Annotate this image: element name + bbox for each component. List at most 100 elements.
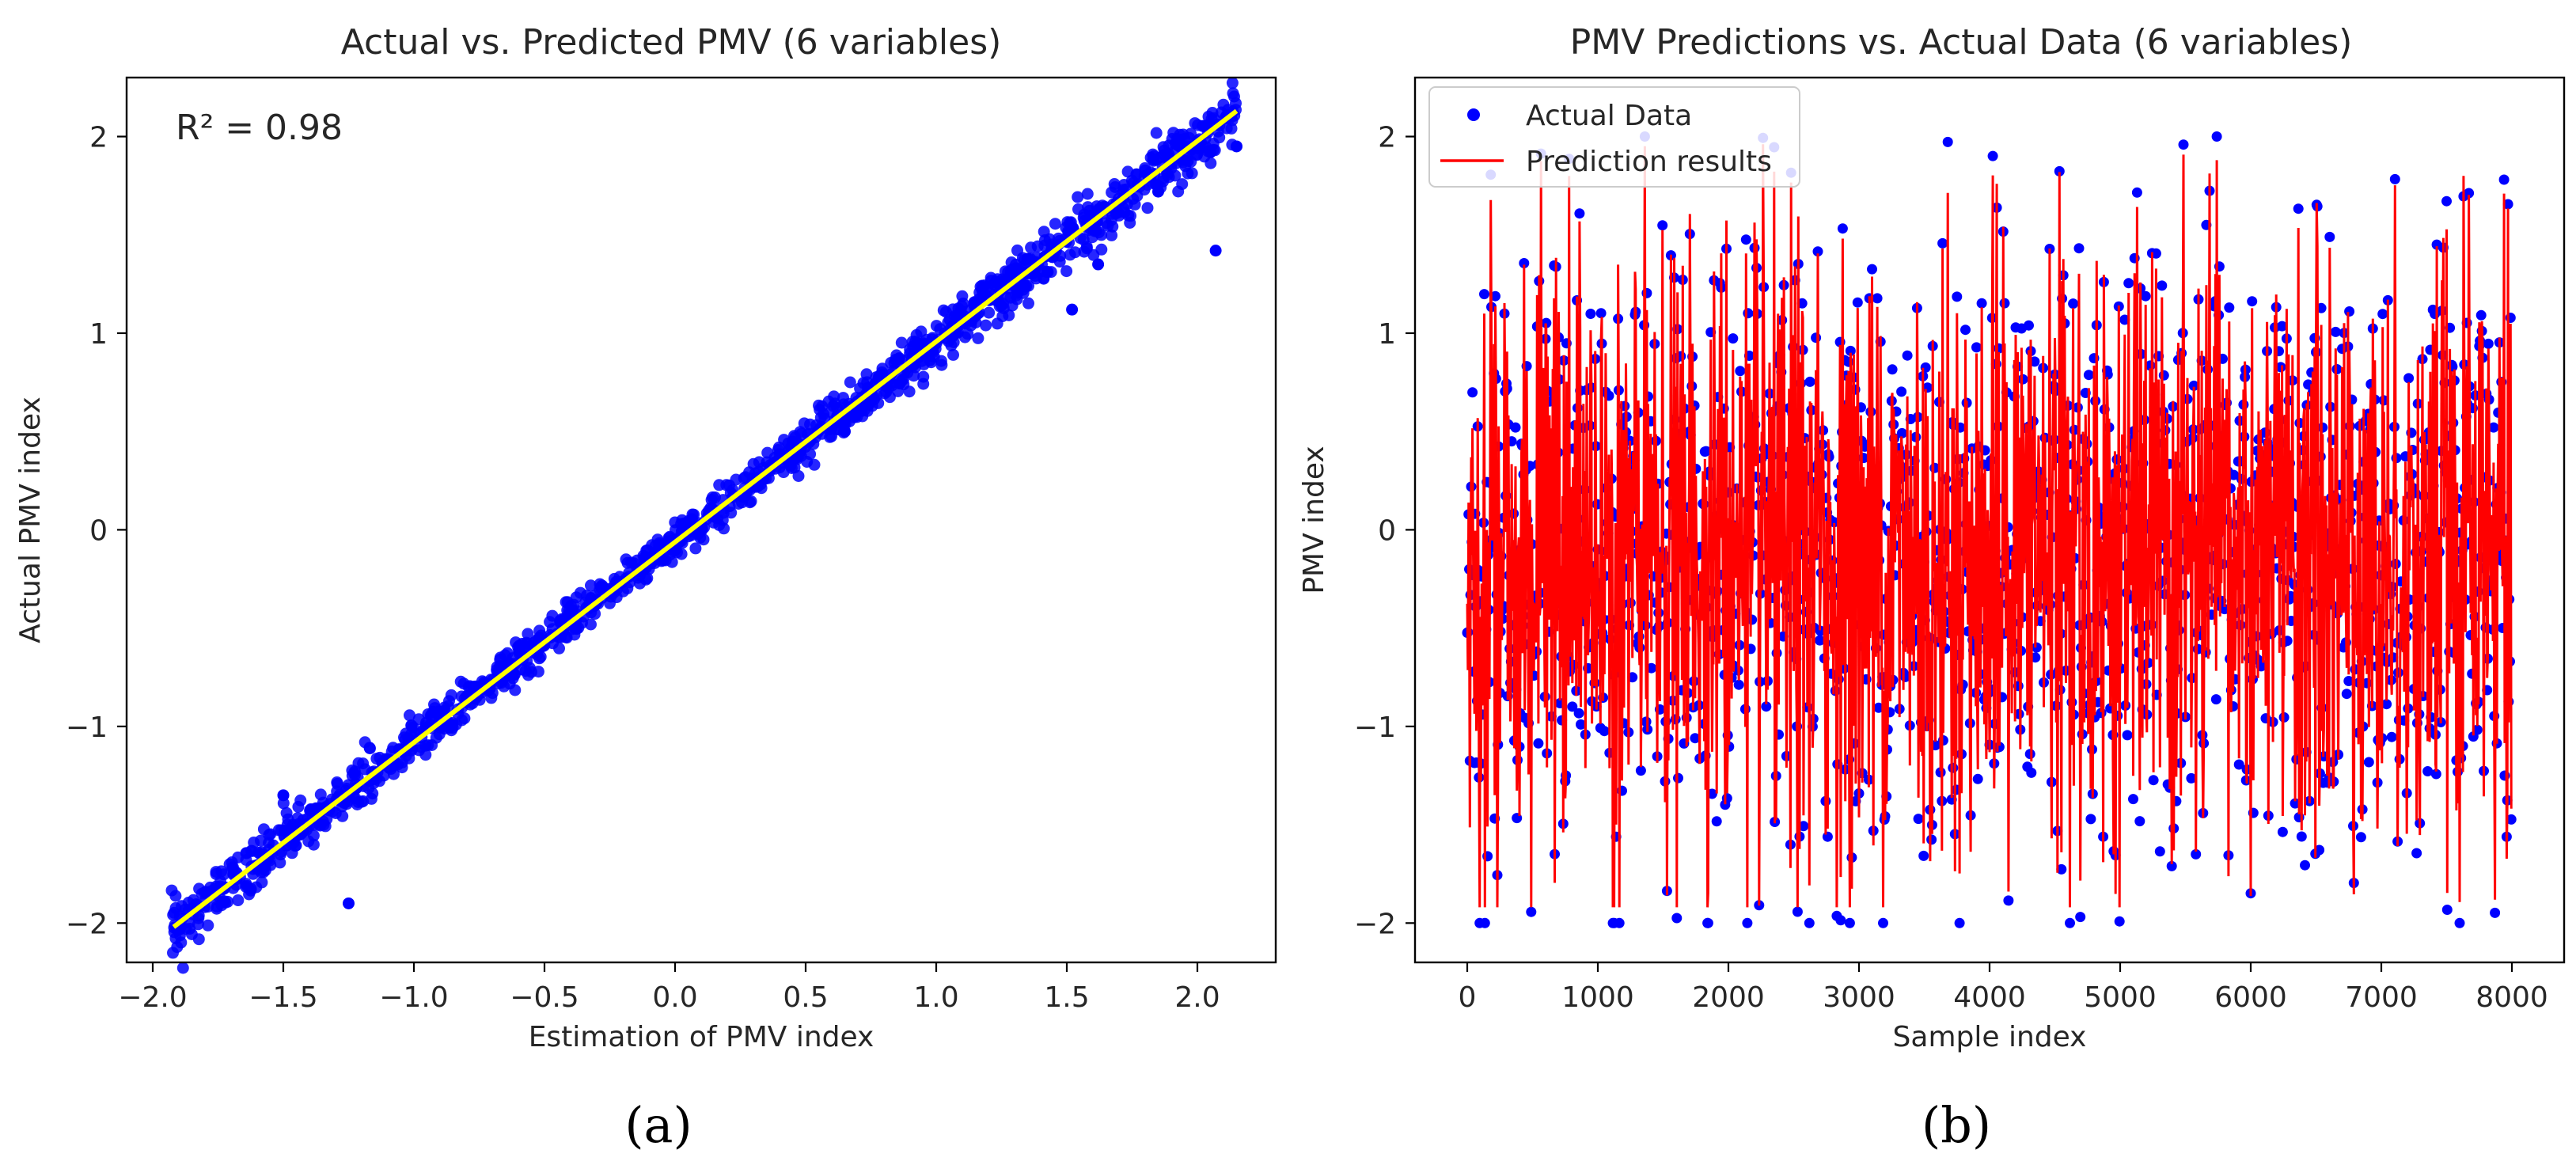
scatter-point (778, 434, 791, 446)
chart-b-y-ticks: −2 −1 0 1 2 (1354, 122, 1415, 940)
actual-data-point (2188, 380, 2199, 391)
chart-b-x-tick-label: 5000 (2084, 981, 2157, 1014)
scatter-point (167, 909, 180, 921)
scatter-point (895, 336, 908, 349)
actual-data-point (2157, 280, 2168, 291)
actual-data-point (2490, 907, 2501, 918)
scatter-point (844, 376, 856, 389)
chart-a-y-axis-label: Actual PMV index (14, 397, 47, 643)
actual-data-point (2363, 757, 2374, 768)
scatter-point (347, 791, 360, 803)
chart-b-y-axis-label: PMV index (1298, 446, 1330, 594)
actual-data-point (1902, 350, 1913, 361)
scatter-point (982, 286, 995, 298)
scatter-point (585, 579, 597, 592)
actual-data-point (1576, 719, 1586, 730)
legend-marker-actual-data (1467, 108, 1480, 121)
actual-data-point (2381, 699, 2392, 710)
scatter-point (761, 456, 773, 469)
actual-data-point (1971, 342, 1982, 353)
actual-data-point (1918, 850, 1929, 861)
actual-data-point (2422, 766, 2434, 776)
actual-data-point (1872, 293, 1883, 304)
chart-b-x-tick-label: 1000 (1561, 981, 1634, 1014)
scatter-point (404, 709, 415, 722)
actual-data-point (1976, 298, 1987, 309)
chart-b-x-tick-label: 3000 (1823, 981, 1895, 1014)
actual-data-point (1728, 333, 1739, 344)
chart-b-x-ticks: 0 1000 2000 3000 4000 5000 6000 7000 8000 (1459, 962, 2548, 1014)
actual-data-point (1625, 598, 1636, 609)
actual-data-point (2475, 309, 2487, 321)
scatter-point (937, 304, 950, 317)
scatter-point (1130, 168, 1143, 180)
chart-b-x-axis-label: Sample index (1893, 1021, 2087, 1053)
actual-data-point (1743, 308, 1754, 319)
scatter-point (1106, 229, 1118, 241)
actual-data-point (1896, 386, 1907, 397)
chart-b-x-tick-label: 6000 (2214, 981, 2287, 1014)
actual-data-point (2003, 895, 2014, 906)
scatter-point (713, 518, 726, 531)
chart-a-y-ticks: −2 −1 0 1 2 (66, 122, 127, 940)
scatter-point (893, 352, 905, 365)
actual-data-point (1948, 762, 1959, 773)
scatter-point (917, 370, 930, 383)
scatter-point (202, 919, 214, 932)
chart-b-x-tick-label: 0 (1459, 981, 1477, 1014)
scatter-point (396, 761, 408, 774)
chart-b-y-tick-label: −2 (1354, 908, 1396, 940)
actual-data-point (2224, 302, 2235, 313)
chart-a-x-tick-label: 0.0 (652, 981, 697, 1014)
actual-data-point (1873, 702, 1884, 713)
actual-data-point (1673, 772, 1683, 784)
scatter-point (442, 700, 454, 712)
actual-data-point (2441, 905, 2453, 915)
chart-b-title: PMV Predictions vs. Actual Data (6 varia… (1570, 22, 2353, 63)
actual-data-point (1896, 427, 1907, 438)
actual-data-point (1595, 308, 1607, 319)
actual-data-point (1740, 234, 1751, 245)
actual-data-point (2277, 321, 2288, 332)
scatter-point (192, 933, 205, 946)
scatter-point (993, 300, 1006, 313)
actual-data-point (2026, 767, 2037, 778)
chart-b-y-tick-label: 0 (1378, 514, 1396, 547)
scatter-point (280, 806, 293, 819)
actual-data-point (1804, 376, 1815, 387)
actual-data-point (1926, 834, 1937, 845)
scatter-point (653, 538, 666, 551)
scatter-point (1174, 135, 1186, 148)
actual-data-point (1812, 246, 1823, 257)
scatter-point (574, 586, 586, 599)
prediction-results-line (1466, 144, 2513, 908)
actual-data-point (2148, 775, 2159, 786)
actual-data-point (2277, 826, 2288, 837)
scatter-point (984, 275, 997, 287)
scatter-point (788, 430, 800, 442)
actual-data-point (2290, 798, 2301, 809)
actual-data-point (1519, 258, 1530, 268)
actual-data-point (2300, 860, 2310, 871)
scatter-point (1225, 122, 1238, 135)
chart-a-x-ticks: −2.0 −1.5 −1.0 −0.5 0.0 0.5 1.0 1.5 2.0 (118, 962, 1220, 1014)
scatter-point (1011, 244, 1023, 256)
scatter-point (935, 355, 947, 367)
scatter-point (1106, 186, 1118, 199)
actual-data-point (1867, 264, 1877, 275)
scatter-point (314, 819, 326, 832)
chart-a-x-tick-label: −1.0 (379, 981, 448, 1014)
actual-data-point (2275, 362, 2286, 373)
scatter-point (1017, 283, 1030, 296)
scatter-point (565, 604, 578, 616)
actual-data-point (2083, 370, 2094, 381)
actual-data-point (2056, 863, 2067, 875)
actual-data-point (2114, 916, 2125, 927)
chart-a-x-tick-label: 0.5 (783, 981, 828, 1014)
scatter-point (669, 516, 681, 529)
actual-data-point (2293, 203, 2304, 214)
actual-data-point (2341, 689, 2352, 700)
actual-data-point (1845, 345, 1856, 356)
actual-data-point (1733, 679, 1744, 690)
actual-data-point (1837, 223, 1848, 234)
